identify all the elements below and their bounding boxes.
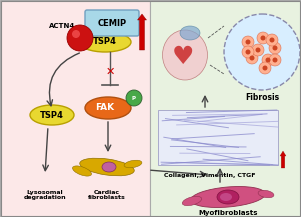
Circle shape bbox=[259, 62, 271, 74]
Circle shape bbox=[260, 36, 265, 41]
Circle shape bbox=[72, 30, 80, 38]
Text: ✕: ✕ bbox=[105, 67, 115, 77]
Circle shape bbox=[262, 66, 268, 71]
Bar bbox=[0, 0, 150, 217]
FancyBboxPatch shape bbox=[158, 110, 278, 165]
Text: CollagenI, Vimentin, CTGF: CollagenI, Vimentin, CTGF bbox=[164, 173, 256, 178]
Text: ♥: ♥ bbox=[172, 45, 194, 69]
Text: Lysosomal
degradation: Lysosomal degradation bbox=[24, 190, 66, 201]
Text: ACTN4: ACTN4 bbox=[49, 23, 75, 29]
Circle shape bbox=[269, 38, 275, 43]
Text: TSP4: TSP4 bbox=[93, 38, 117, 46]
Bar bbox=[150, 0, 301, 217]
Circle shape bbox=[250, 56, 255, 61]
Text: P: P bbox=[132, 95, 136, 100]
FancyArrow shape bbox=[138, 14, 147, 50]
Circle shape bbox=[246, 52, 258, 64]
Circle shape bbox=[224, 14, 300, 90]
Circle shape bbox=[265, 58, 271, 62]
Circle shape bbox=[126, 90, 142, 106]
Ellipse shape bbox=[124, 160, 142, 168]
Circle shape bbox=[242, 46, 254, 58]
Ellipse shape bbox=[163, 30, 207, 80]
Ellipse shape bbox=[73, 166, 92, 176]
Circle shape bbox=[252, 44, 264, 56]
Text: FAK: FAK bbox=[95, 104, 115, 112]
Circle shape bbox=[272, 46, 278, 51]
Circle shape bbox=[257, 32, 269, 44]
Circle shape bbox=[242, 36, 254, 48]
Circle shape bbox=[256, 48, 260, 53]
Ellipse shape bbox=[79, 32, 131, 52]
Circle shape bbox=[266, 34, 278, 46]
Ellipse shape bbox=[182, 196, 202, 206]
Text: TSP4: TSP4 bbox=[40, 110, 64, 120]
Circle shape bbox=[272, 58, 278, 62]
Ellipse shape bbox=[80, 158, 134, 176]
FancyArrow shape bbox=[280, 151, 286, 168]
Circle shape bbox=[246, 49, 250, 54]
Text: Myofibroblasts: Myofibroblasts bbox=[198, 210, 258, 216]
Text: Fibrosis: Fibrosis bbox=[245, 92, 279, 102]
Circle shape bbox=[67, 25, 93, 51]
Ellipse shape bbox=[102, 162, 116, 172]
Text: Cardiac
fibroblasts: Cardiac fibroblasts bbox=[88, 190, 126, 201]
Ellipse shape bbox=[85, 97, 131, 119]
Circle shape bbox=[269, 54, 281, 66]
Ellipse shape bbox=[191, 187, 265, 207]
Circle shape bbox=[246, 39, 250, 44]
Ellipse shape bbox=[258, 190, 274, 198]
Ellipse shape bbox=[217, 190, 239, 204]
FancyBboxPatch shape bbox=[85, 10, 139, 36]
Text: CEMIP: CEMIP bbox=[98, 18, 126, 28]
Circle shape bbox=[269, 42, 281, 54]
Ellipse shape bbox=[30, 105, 74, 125]
Ellipse shape bbox=[180, 26, 200, 40]
Ellipse shape bbox=[220, 193, 232, 201]
Circle shape bbox=[262, 54, 274, 66]
